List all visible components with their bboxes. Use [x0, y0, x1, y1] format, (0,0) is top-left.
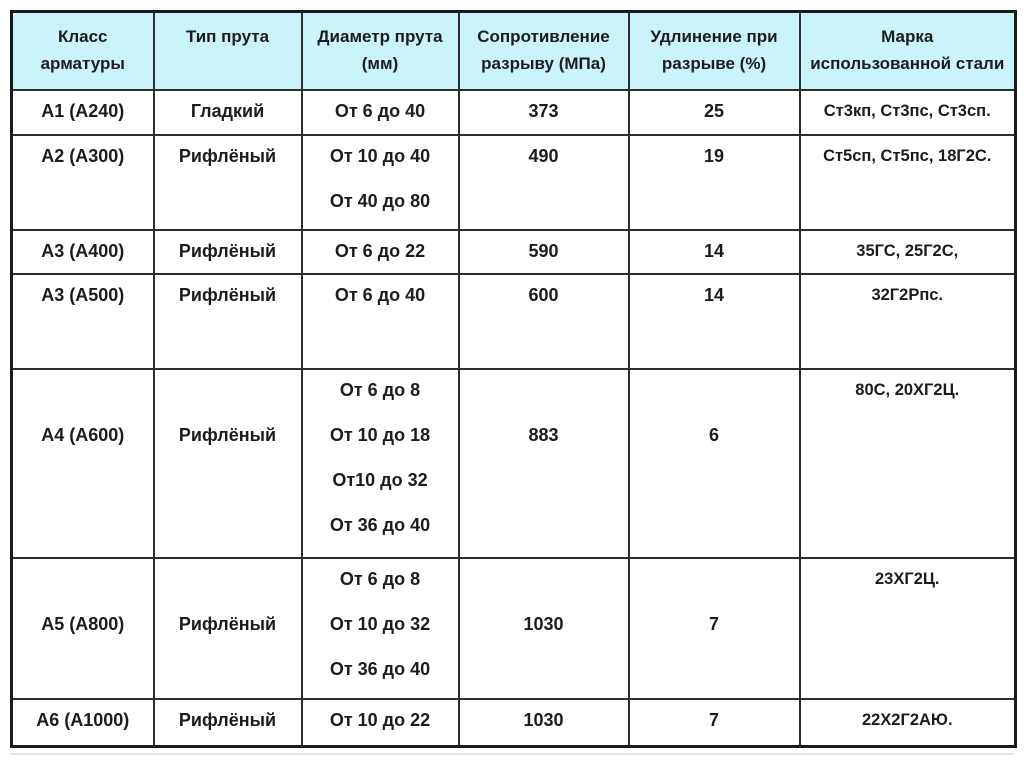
header-resistance-line1: Сопротивление [477, 27, 610, 46]
table-row-a3-500: А3 (А500) Рифлёный От 6 до 40 600 14 32Г… [10, 272, 1017, 370]
header-steel-line2: использованной стали [810, 54, 1005, 73]
diameter-line: От 10 до 18 [329, 424, 431, 445]
cell-diameter: От 6 до 8 От 10 до 18 От10 до 32 От 36 д… [300, 367, 460, 559]
header-elongation-line1: Удлинение при [650, 27, 778, 46]
diameter-line: От10 до 32 [332, 469, 428, 490]
cell-type: Рифлёный [152, 556, 303, 700]
cell-steel: 22Х2Г2АЮ. [798, 697, 1017, 748]
diameter-line: От 6 до 22 [334, 240, 426, 261]
diameter-line: От 10 до 40 [329, 145, 431, 166]
header-steel-line1: Марка [881, 27, 934, 46]
cell-diameter: От 10 до 40 От 40 до 80 [300, 133, 460, 231]
cell-class: А4 (А600) [10, 367, 155, 559]
cell-resistance: 490 [457, 133, 630, 231]
header-cell-class: Класс арматуры [10, 10, 155, 91]
cell-resistance: 883 [457, 367, 630, 559]
cell-type: Рифлёный [152, 367, 303, 559]
diameter-line: От 6 до 8 [339, 568, 421, 589]
cell-steel: Ст3кп, Ст3пс, Ст3сп. [798, 88, 1017, 136]
cell-resistance: 1030 [457, 697, 630, 748]
header-diameter-line1: Диаметр прута [317, 27, 443, 46]
cell-type: Рифлёный [152, 272, 303, 370]
cell-steel: 32Г2Рпс. [798, 272, 1017, 370]
cell-elongation: 6 [627, 367, 801, 559]
header-elongation-line2: разрыве (%) [661, 54, 767, 73]
header-class-line2: арматуры [40, 54, 125, 73]
table-row-a6: А6 (А1000) Рифлёный От 10 до 22 1030 7 2… [10, 697, 1017, 748]
header-cell-elongation: Удлинение при разрыве (%) [627, 10, 801, 91]
rebar-table: Класс арматуры Тип прута Диаметр прута (… [10, 10, 1017, 748]
table-row-a5: А5 (А800) Рифлёный От 6 до 8 От 10 до 32… [10, 556, 1017, 700]
diameter-line: От 6 до 40 [334, 100, 426, 121]
diameter-line: От 6 до 8 [339, 379, 421, 400]
cell-elongation: 19 [627, 133, 801, 231]
header-cell-steel: Марка использованной стали [798, 10, 1017, 91]
cell-resistance: 373 [457, 88, 630, 136]
cell-resistance: 590 [457, 228, 630, 275]
cell-elongation: 7 [627, 697, 801, 748]
cell-type: Рифлёный [152, 697, 303, 748]
cell-elongation: 25 [627, 88, 801, 136]
diameter-line: От 36 до 40 [329, 514, 431, 535]
cell-resistance: 600 [457, 272, 630, 370]
cell-elongation: 7 [627, 556, 801, 700]
cell-elongation: 14 [627, 272, 801, 370]
cell-class: А2 (А300) [10, 133, 155, 231]
cell-steel: 23ХГ2Ц. [798, 556, 1017, 700]
header-cell-type: Тип прута [152, 10, 303, 91]
cell-type: Рифлёный [152, 228, 303, 275]
cell-resistance: 1030 [457, 556, 630, 700]
header-type-line1: Тип прута [185, 27, 270, 46]
diameter-line: От 10 до 22 [329, 709, 431, 730]
diameter-line: От 40 до 80 [329, 190, 431, 211]
diameter-line: От 6 до 40 [334, 284, 426, 305]
cell-type: Рифлёный [152, 133, 303, 231]
cell-class: А6 (А1000) [10, 697, 155, 748]
cell-elongation: 14 [627, 228, 801, 275]
header-row: Класс арматуры Тип прута Диаметр прута (… [10, 10, 1017, 91]
cell-diameter: От 6 до 40 [300, 272, 460, 370]
table-row-a1: А1 (А240) Гладкий От 6 до 40 373 25 Ст3к… [10, 88, 1017, 136]
cell-diameter: От 6 до 22 [300, 228, 460, 275]
header-cell-diameter: Диаметр прута (мм) [300, 10, 460, 91]
cell-diameter: От 10 до 22 [300, 697, 460, 748]
header-class-line1: Класс [57, 27, 108, 46]
cell-type: Гладкий [152, 88, 303, 136]
table-row-a3-400: А3 (А400) Рифлёный От 6 до 22 590 14 35Г… [10, 228, 1017, 275]
header-resistance-line2: разрыву (МПа) [481, 54, 606, 73]
header-diameter-line2: (мм) [361, 54, 399, 73]
cell-class: А5 (А800) [10, 556, 155, 700]
cell-diameter: От 6 до 40 [300, 88, 460, 136]
diameter-line: От 36 до 40 [329, 658, 431, 679]
bottom-edge-artifact [10, 753, 1014, 755]
diameter-line: От 10 до 32 [329, 613, 431, 634]
cell-class: А3 (А400) [10, 228, 155, 275]
cell-class: А3 (А500) [10, 272, 155, 370]
table-row-a2: А2 (А300) Рифлёный От 10 до 40 От 40 до … [10, 133, 1017, 231]
cell-diameter: От 6 до 8 От 10 до 32 От 36 до 40 [300, 556, 460, 700]
cell-steel: 35ГС, 25Г2С, [798, 228, 1017, 275]
cell-steel: Ст5сп, Ст5пс, 18Г2С. [798, 133, 1017, 231]
header-cell-resistance: Сопротивление разрыву (МПа) [457, 10, 630, 91]
table-row-a4: А4 (А600) Рифлёный От 6 до 8 От 10 до 18… [10, 367, 1017, 559]
cell-class: А1 (А240) [10, 88, 155, 136]
cell-steel: 80С, 20ХГ2Ц. [798, 367, 1017, 559]
